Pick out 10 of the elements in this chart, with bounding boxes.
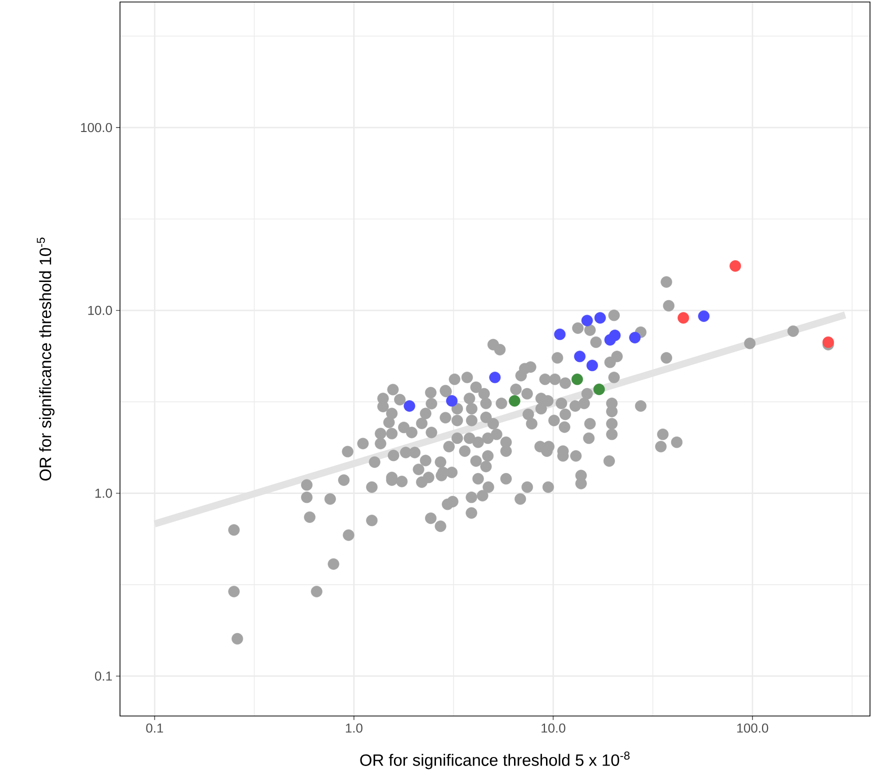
y-axis-title: OR for significance threshold 10$^{-5}$: [36, 238, 54, 481]
x-axis-title: OR for significance threshold 5 x 10$^{-8}$: [360, 752, 630, 770]
x-tick-label: 1.0: [346, 724, 362, 733]
x-tick-label: 10.0: [542, 724, 566, 733]
x-tick-label: 0.1: [146, 724, 164, 733]
y-tick-label: 100.0: [81, 122, 112, 132]
y-tick-label: 0.1: [94, 672, 112, 681]
x-tick-label: 100.0: [737, 724, 768, 733]
y-tick-label: 10.0: [88, 306, 112, 315]
y-tick-label: 1.0: [95, 488, 112, 498]
